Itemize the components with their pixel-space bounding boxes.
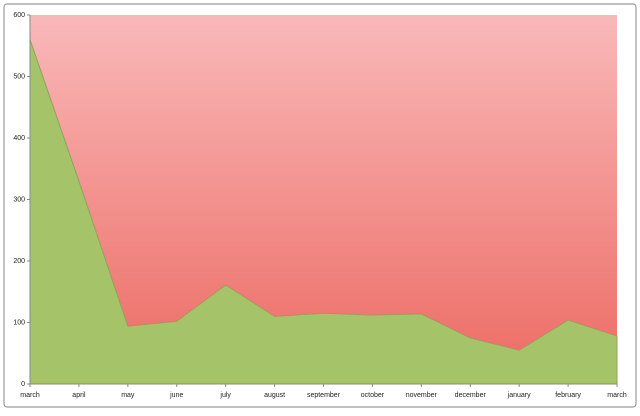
x-tick-label: january [507, 392, 531, 399]
x-tick-label: april [72, 392, 86, 399]
y-tick-label: 100 [13, 319, 25, 326]
x-tick-label: july [219, 392, 231, 399]
area [29, 39, 618, 385]
x-tick-label: september [307, 392, 341, 399]
y-tick-label: 200 [13, 258, 25, 265]
y-tick-label: 500 [13, 73, 25, 80]
y-tick-label: 0 [21, 381, 25, 388]
x-tick-label: december [455, 392, 487, 399]
x-tick-label: may [121, 392, 135, 399]
x-tick-label: march [20, 392, 40, 399]
x-tick-label: june [169, 392, 183, 399]
y-tick-label: 400 [13, 135, 25, 142]
x-tick-label: february [555, 392, 581, 399]
x-tick-label: march [607, 392, 627, 399]
x-tick-label: october [361, 392, 385, 399]
x-tick-label: august [264, 392, 285, 399]
x-tick-label: november [406, 392, 438, 399]
y-tick-label: 300 [13, 196, 25, 203]
y-tick-label: 600 [13, 12, 25, 19]
